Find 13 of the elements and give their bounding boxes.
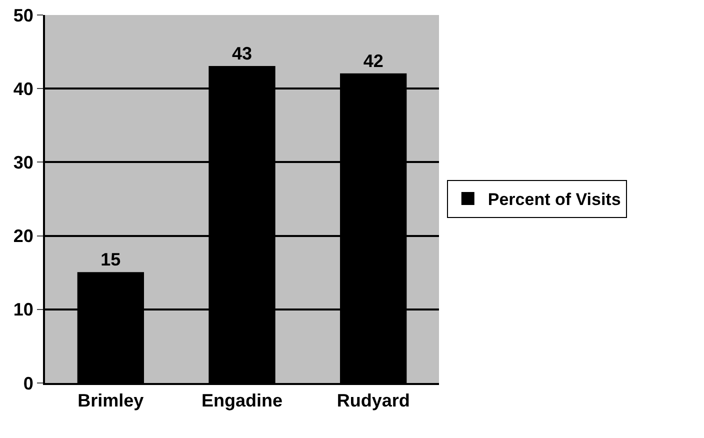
y-tick-label: 40 xyxy=(13,78,34,99)
y-tick-label: 20 xyxy=(13,226,34,246)
y-tick-label: 30 xyxy=(13,152,34,172)
data-label: 43 xyxy=(232,44,252,64)
x-tick-label: Engadine xyxy=(201,390,283,411)
legend-label: Percent of Visits xyxy=(488,190,621,210)
y-tick-label: 0 xyxy=(23,373,34,394)
y-tick-label: 50 xyxy=(13,5,34,26)
data-label: 15 xyxy=(100,250,121,270)
y-tick-label: 10 xyxy=(13,300,34,320)
x-tick-label: Rudyard xyxy=(336,390,410,411)
data-label: 42 xyxy=(363,50,384,71)
x-tick-label: Brimley xyxy=(78,390,144,411)
